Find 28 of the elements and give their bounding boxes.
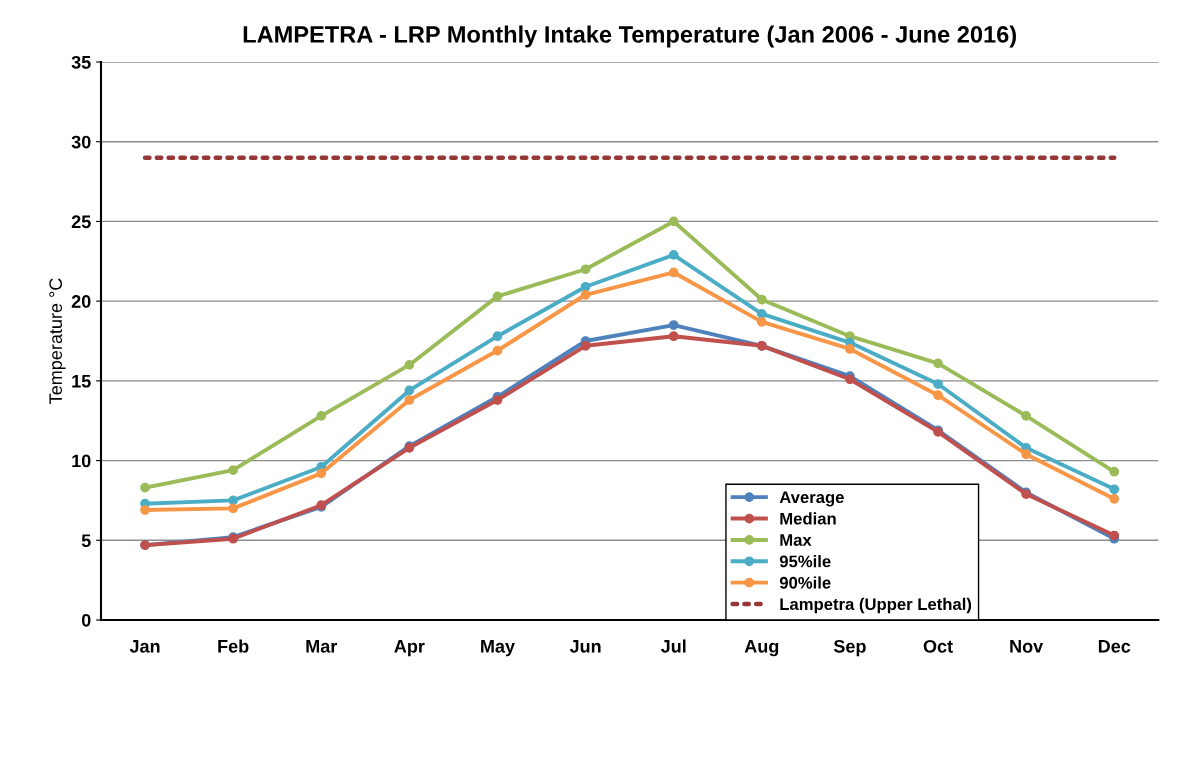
y-tick-label: 25 [71, 215, 91, 229]
legend-label: Average [779, 491, 844, 507]
y-tick-label: 5 [81, 534, 91, 548]
x-tick-label: Apr [394, 640, 425, 657]
y-tick-label: 0 [81, 613, 91, 627]
legend-label: Max [780, 534, 812, 546]
y-tick-label: 15 [72, 374, 91, 388]
legend-label: Median [780, 512, 836, 525]
x-tick-label: May [481, 640, 515, 657]
x-tick-label: Jan [129, 640, 160, 653]
legend-label: 95%ile [779, 555, 831, 568]
x-tick-label: Dec [1098, 640, 1131, 653]
x-tick-label: Jun [569, 640, 601, 653]
y-tick-label: 35 [71, 55, 91, 69]
x-tick-label: Nov [1010, 640, 1044, 653]
y-axis-title: Temperature °C [49, 278, 66, 404]
x-tick-label: Feb [218, 639, 249, 653]
y-tick-label: 30 [71, 135, 91, 149]
x-tick-label: Mar [306, 640, 338, 653]
x-tick-label: Aug [744, 640, 779, 657]
chart-title: LAMPETRA - LRP Monthly Intake Temperature (Jan 2006 - June 2016) [243, 25, 1016, 48]
y-tick-label: 20 [71, 295, 91, 308]
y-tick-label: 10 [72, 454, 91, 468]
x-tick-label: Sep [833, 639, 866, 657]
legend-label: 90%ile [779, 576, 831, 589]
x-tick-label: Jul [660, 639, 686, 653]
legend-label: Lampetra (Upper Lethal) [780, 597, 972, 614]
x-tick-label: Oct [923, 639, 953, 653]
